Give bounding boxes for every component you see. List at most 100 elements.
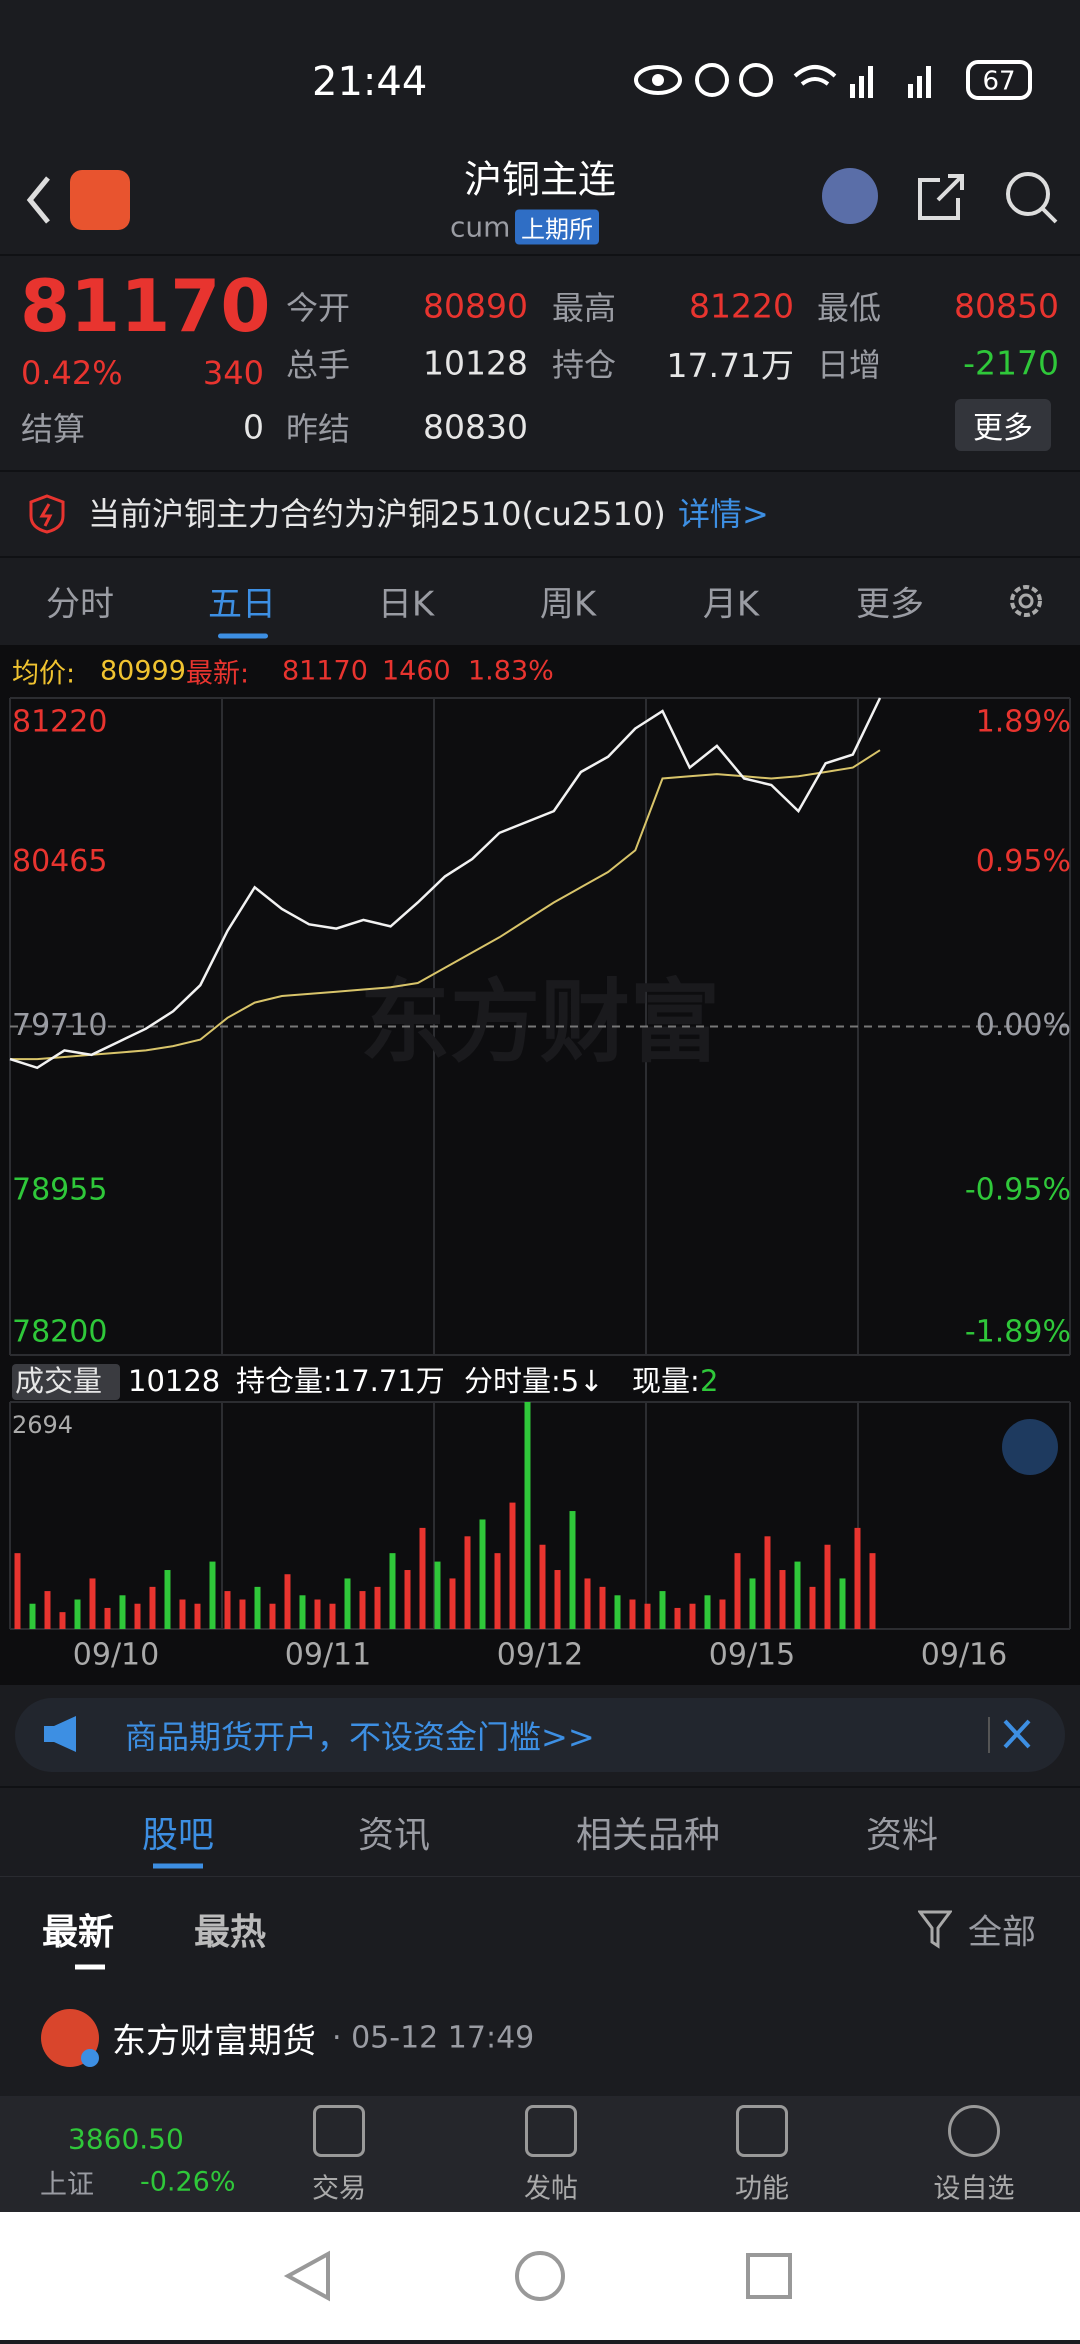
volume-bar <box>749 1578 756 1629</box>
date-label: 09/15 <box>709 1638 795 1673</box>
volume-bar <box>569 1511 576 1629</box>
y-tick-label: 80465 <box>12 844 107 879</box>
header-actions <box>822 168 1058 224</box>
volume-bar <box>509 1502 516 1629</box>
volume-bar <box>869 1553 876 1629</box>
period-tab[interactable]: 分时 <box>46 584 114 625</box>
search-button[interactable] <box>1006 172 1058 224</box>
field-label: 最低 <box>817 289 882 327</box>
watermark: 东方财富 <box>360 970 720 1075</box>
nav-label[interactable]: 功能 <box>735 2173 789 2205</box>
pct-tick-label: -0.95% <box>965 1172 1071 1207</box>
volume-bar <box>389 1553 396 1629</box>
volume-volume: 10128 <box>128 1364 220 1398</box>
filter[interactable]: 全部 <box>968 1912 1036 1953</box>
volume-max-label: 2694 <box>12 1411 73 1439</box>
volume-bar <box>419 1527 426 1629</box>
content-tab[interactable]: 资讯 <box>357 1815 431 1856</box>
index-value[interactable]: 3860.50 <box>68 2122 184 2156</box>
volume-bar <box>434 1561 441 1629</box>
volume-bar <box>314 1599 321 1629</box>
nav-label[interactable]: 发帖 <box>524 2173 578 2205</box>
volume-now: 2 <box>700 1364 718 1398</box>
field-value: 0 <box>243 407 264 447</box>
nav-icon[interactable] <box>313 2105 365 2157</box>
volume-bar <box>74 1599 81 1629</box>
exchange: 上期所 <box>515 209 599 245</box>
banner[interactable] <box>15 1698 1065 1772</box>
nav-icon[interactable] <box>525 2105 577 2157</box>
volume-bar <box>554 1570 561 1629</box>
post-time: · 05-12 17:49 <box>332 2020 535 2056</box>
share-button[interactable] <box>918 174 964 220</box>
field-label: 昨结 <box>286 410 351 448</box>
system-recent[interactable] <box>746 2253 792 2299</box>
system-back[interactable] <box>283 2250 330 2302</box>
banner-text[interactable]: 商品期货开户，不设资金门槛>> <box>125 1718 595 1756</box>
volume-bar <box>704 1595 711 1629</box>
period-tab[interactable]: 五日 <box>208 584 276 625</box>
volume-bar <box>224 1591 231 1629</box>
nav-icon[interactable] <box>948 2105 1000 2157</box>
sort-tab[interactable]: 最热 <box>194 1912 267 1953</box>
nav-icon[interactable] <box>736 2105 788 2157</box>
pct-tick-label: -1.89% <box>965 1315 1071 1350</box>
more-button[interactable]: 更多 <box>955 399 1051 451</box>
volume-bar <box>689 1603 696 1629</box>
pct-tick-label: 1.89% <box>976 705 1071 740</box>
status-icons: 67 <box>634 60 1032 100</box>
nav-label[interactable]: 交易 <box>312 2173 366 2205</box>
volume-bar <box>284 1574 291 1629</box>
index-name[interactable]: 上证 <box>40 2169 94 2201</box>
pct-tick-label: 0.95% <box>976 844 1071 879</box>
volume-bar <box>14 1553 21 1629</box>
content-tab[interactable]: 股吧 <box>141 1815 215 1856</box>
volume-bar <box>344 1578 351 1629</box>
volume-bar <box>629 1599 636 1629</box>
volume-bar <box>299 1595 306 1629</box>
expand-button[interactable] <box>1002 1419 1058 1475</box>
volume-bar <box>149 1586 156 1629</box>
volume-bar <box>119 1595 126 1629</box>
volume-bar <box>29 1603 36 1629</box>
author-avatar <box>41 2009 99 2067</box>
pct-tick-label: 0.00% <box>976 1008 1071 1043</box>
index-change[interactable]: -0.26% <box>140 2166 236 2198</box>
volume-bar <box>734 1553 741 1629</box>
period-tab[interactable]: 日K <box>377 584 435 625</box>
nav-label[interactable]: 设自选 <box>933 2173 1015 2205</box>
volume-selector <box>12 1364 120 1400</box>
content-tab[interactable]: 资料 <box>865 1815 939 1856</box>
volume-bar <box>194 1603 201 1629</box>
date-label: 09/11 <box>285 1638 371 1673</box>
period-tab[interactable]: 月K <box>702 584 760 625</box>
field-label: 结算 <box>21 410 86 448</box>
volume-bar <box>374 1586 381 1629</box>
info-change-pct: 1.83% <box>468 655 554 687</box>
field-label: 最高 <box>552 289 617 327</box>
field-value: 80830 <box>423 407 528 447</box>
volume-bar <box>719 1599 726 1629</box>
title: 沪铜主连 <box>463 157 617 202</box>
field-value: 80850 <box>954 286 1059 326</box>
post-author[interactable]: 东方财富期货 <box>112 2021 316 2062</box>
settings-button[interactable] <box>1006 580 1046 622</box>
notice-text: 当前沪铜主力合约为沪铜2510(cu2510) <box>88 495 666 533</box>
content-tab[interactable]: 相关品种 <box>575 1815 721 1856</box>
notice-link[interactable]: 详情> <box>678 495 769 533</box>
close-banner[interactable] <box>985 1715 1035 1755</box>
volume-bar <box>824 1544 831 1629</box>
chart-panel <box>0 645 1080 1685</box>
sort-tab[interactable]: 最新 <box>42 1912 115 1953</box>
system-home[interactable] <box>515 2251 565 2301</box>
assistant-button[interactable] <box>822 168 878 224</box>
period-tab[interactable]: 周K <box>539 584 597 625</box>
megaphone-icon <box>44 1716 76 1752</box>
period-tab[interactable]: 更多 <box>856 584 924 625</box>
header-icons <box>26 170 130 230</box>
date-label: 09/16 <box>921 1638 1007 1673</box>
back-button[interactable] <box>26 176 50 224</box>
filter-icon <box>918 1910 952 1949</box>
volume-bar <box>584 1578 591 1629</box>
